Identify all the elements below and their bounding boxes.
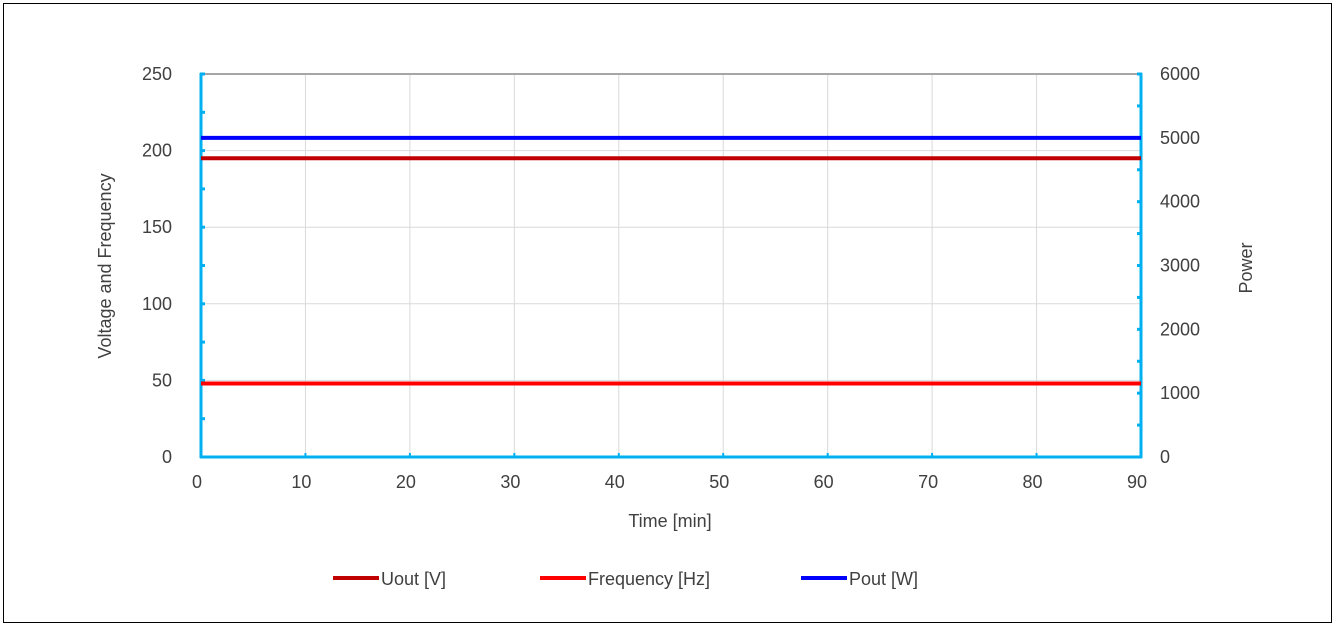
x-tick-label: 40 — [605, 472, 625, 492]
x-tick-label: 20 — [396, 472, 416, 492]
y-right-tick-label: 1000 — [1160, 383, 1200, 403]
y-left-tick-label: 50 — [152, 370, 172, 390]
x-tick-label: 90 — [1127, 472, 1147, 492]
y-right-tick-label: 5000 — [1160, 128, 1200, 148]
y-right-tick-label: 3000 — [1160, 256, 1200, 276]
y-left-tick-label: 200 — [142, 141, 172, 161]
x-tick-labels: 0 10 20 30 40 50 60 70 80 90 — [192, 472, 1147, 492]
y-right-tick-labels: 0 1000 2000 3000 4000 5000 6000 — [1160, 64, 1200, 467]
gridlines — [201, 73, 1141, 458]
legend-label-pout-w: Pout [W] — [849, 569, 918, 589]
y-left-tick-label: 0 — [162, 447, 172, 467]
x-tick-label: 0 — [192, 472, 202, 492]
x-tick-label: 60 — [814, 472, 834, 492]
x-tick-label: 70 — [918, 472, 938, 492]
legend: Uout [V] Frequency [Hz] Pout [W] — [333, 569, 918, 589]
series-layer — [201, 135, 1141, 386]
y-right-tick-label: 6000 — [1160, 64, 1200, 84]
x-tick-label: 50 — [709, 472, 729, 492]
legend-label-frequency-hz: Frequency [Hz] — [588, 569, 710, 589]
chart-frame — [3, 3, 1332, 623]
y-right-tick-label: 2000 — [1160, 319, 1200, 339]
y-right-tick-label: 4000 — [1160, 192, 1200, 212]
y-left-tick-label: 150 — [142, 217, 172, 237]
x-tick-label: 80 — [1023, 472, 1043, 492]
y-right-axis-title: Power — [1236, 242, 1256, 293]
y-right-tick-label: 0 — [1160, 447, 1170, 467]
y-left-tick-label: 100 — [142, 294, 172, 314]
y-left-axis-title: Voltage and Frequency — [95, 173, 115, 358]
x-tick-label: 10 — [291, 472, 311, 492]
legend-label-uout-v: Uout [V] — [381, 569, 446, 589]
y-left-tick-labels: 0 50 100 150 200 250 — [142, 64, 172, 467]
x-tick-label: 30 — [500, 472, 520, 492]
axes — [199, 72, 1143, 459]
y-left-tick-label: 250 — [142, 64, 172, 84]
x-axis-title: Time [min] — [628, 511, 711, 531]
